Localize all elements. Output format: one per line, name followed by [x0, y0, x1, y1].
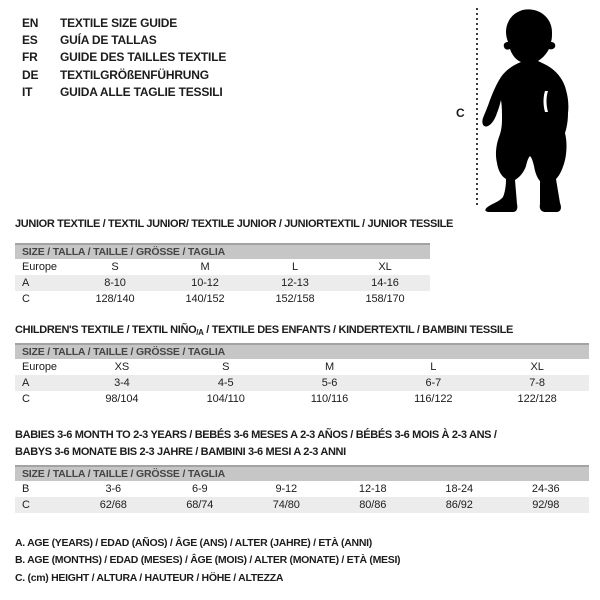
table-cell: 98/104	[105, 393, 139, 405]
language-row: IT GUIDA ALLE TAGLIE TESSILI	[22, 84, 226, 101]
table-cell: 12-18	[358, 483, 387, 495]
table-cell: 92/98	[532, 499, 560, 511]
table-row: C 128/140 140/152 152/158 158/170	[15, 291, 430, 307]
language-row: EN TEXTILE SIZE GUIDE	[22, 14, 226, 31]
table-cell: 128/140	[95, 293, 135, 305]
table-cell: 9-12	[275, 483, 298, 495]
height-measure-label: C	[456, 106, 465, 120]
table-cell: 122/128	[517, 393, 557, 405]
section-title-line: CHILDREN'S TEXTILE / TEXTIL NIÑO/A / TEX…	[15, 322, 513, 341]
language-row: FR GUIDE DES TAILLES TEXTILE	[22, 49, 226, 66]
language-title: TEXTILGRÖßENFÜHRUNG	[60, 67, 209, 82]
section-title-junior: JUNIOR TEXTILE / TEXTIL JUNIOR/ TEXTILE …	[15, 216, 453, 233]
table-cell: 6-7	[425, 377, 442, 389]
table-cell: 6-9	[191, 483, 208, 495]
table-cell: 5-6	[321, 377, 338, 389]
language-code: EN	[22, 15, 39, 30]
footnotes: A. AGE (YEARS) / EDAD (AÑOS) / ÂGE (ANS)…	[15, 537, 401, 589]
footnote-line: C. (cm) HEIGHT / ALTURA / HAUTEUR / HÖHE…	[15, 571, 284, 584]
table-cell: 4-5	[217, 377, 234, 389]
row-label: C	[22, 293, 30, 305]
table-cell: 14-16	[371, 277, 399, 289]
table-cell: XL	[530, 361, 544, 373]
section-title-text: JUNIOR TEXTILE / TEXTIL JUNIOR/ TEXTILE …	[15, 218, 454, 230]
language-row: ES GUÍA DE TALLAS	[22, 31, 226, 48]
size-header-bar: SIZE / TALLA / TAILLE / GRÖSSE / TAGLIA	[15, 343, 589, 359]
table-row: B 3-6 6-9 9-12 12-18 18-24 24-36	[15, 481, 589, 497]
table-cell: L	[430, 361, 437, 373]
size-table-babies: SIZE / TALLA / TAILLE / GRÖSSE / TAGLIA B…	[15, 465, 589, 513]
table-cell: 104/110	[206, 393, 245, 405]
language-code: IT	[22, 85, 33, 100]
table-cell: S	[222, 361, 230, 373]
language-code: FR	[22, 50, 38, 65]
language-list: EN TEXTILE SIZE GUIDE ES GUÍA DE TALLAS FR GU…	[22, 14, 226, 101]
table-cell: 3-6	[105, 483, 122, 495]
language-code: ES	[22, 33, 38, 48]
section-title-text: / TEXTILE DES ENFANTS / KINDERTEXTIL / B…	[203, 324, 513, 336]
table-cell: XL	[378, 261, 392, 273]
table-cell: 86/92	[445, 499, 473, 511]
table-cell: 18-24	[445, 483, 474, 495]
language-title: GUIDA ALLE TAGLIE TESSILI	[60, 85, 223, 100]
table-cell: 116/122	[414, 393, 453, 405]
height-measure-dotted-line	[476, 8, 478, 208]
table-cell: 7-8	[529, 377, 545, 389]
section-title-babies: BABIES 3-6 MONTH TO 2-3 YEARS / BEBÉS 3-…	[15, 427, 497, 461]
section-title-text: /A	[196, 328, 204, 337]
section-title-text: BABYS 3-6 MONATE BIS 2-3 JAHRE / BAMBINI…	[15, 446, 346, 458]
row-label: A	[22, 377, 30, 389]
table-cell: M	[200, 261, 210, 273]
table-cell: 24-36	[531, 483, 560, 495]
row-label: A	[22, 277, 30, 289]
section-title-line: JUNIOR TEXTILE / TEXTIL JUNIOR/ TEXTILE …	[15, 216, 453, 233]
table-row: Europe XS S M L XL	[15, 359, 589, 375]
table-cell: 68/74	[186, 499, 214, 511]
table-row: A 8-10 10-12 12-13 14-16	[15, 275, 430, 291]
row-label: B	[22, 483, 30, 495]
size-table-junior: SIZE / TALLA / TAILLE / GRÖSSE / TAGLIA E…	[15, 243, 430, 307]
language-title: TEXTILE SIZE GUIDE	[60, 15, 178, 30]
section-title-children: CHILDREN'S TEXTILE / TEXTIL NIÑO/A / TEX…	[15, 322, 513, 341]
table-cell: 12-13	[281, 277, 309, 289]
table-cell: 152/158	[275, 293, 315, 305]
baby-silhouette-icon	[482, 9, 569, 212]
footnote-line: B. AGE (MONTHS) / EDAD (MESES) / ÂGE (MO…	[15, 554, 401, 567]
row-label: C	[22, 393, 30, 405]
language-code: DE	[22, 67, 39, 82]
size-header-bar: SIZE / TALLA / TAILLE / GRÖSSE / TAGLIA	[15, 465, 589, 481]
language-title: GUIDE DES TAILLES TEXTILE	[60, 50, 227, 65]
table-row: C 98/104 104/110 110/116 116/122 122/128	[15, 391, 589, 407]
table-row: C 62/68 68/74 74/80 80/86 86/92 92/98	[15, 497, 589, 513]
size-header-bar: SIZE / TALLA / TAILLE / GRÖSSE / TAGLIA	[15, 243, 430, 259]
footnote-line: A. AGE (YEARS) / EDAD (AÑOS) / ÂGE (ANS)…	[15, 537, 372, 549]
table-cell: 74/80	[272, 499, 300, 511]
table-cell: 3-4	[114, 377, 130, 389]
table-cell: 10-12	[191, 277, 219, 289]
table-cell: 110/116	[310, 393, 349, 405]
section-title-text: BABIES 3-6 MONTH TO 2-3 YEARS / BEBÉS 3-…	[15, 429, 497, 441]
row-label: Europe	[22, 261, 57, 273]
table-cell: L	[291, 261, 299, 273]
size-table-children: SIZE / TALLA / TAILLE / GRÖSSE / TAGLIA E…	[15, 343, 589, 407]
row-label: C	[22, 499, 30, 511]
table-cell: 8-10	[104, 277, 126, 289]
section-title-line: BABIES 3-6 MONTH TO 2-3 YEARS / BEBÉS 3-…	[15, 427, 497, 444]
table-cell: S	[111, 261, 119, 273]
row-label: Europe	[22, 361, 57, 373]
table-cell: 140/152	[185, 293, 225, 305]
language-title: GUÍA DE TALLAS	[60, 33, 157, 48]
table-cell: 158/170	[365, 293, 405, 305]
section-title-text: CHILDREN'S TEXTILE / TEXTIL NIÑO	[15, 324, 197, 336]
table-cell: M	[324, 361, 335, 373]
language-row: DE TEXTILGRÖßENFÜHRUNG	[22, 66, 226, 83]
table-row: A 3-4 4-5 5-6 6-7 7-8	[15, 375, 589, 391]
table-cell: 80/86	[359, 499, 387, 511]
section-title-line: BABYS 3-6 MONATE BIS 2-3 JAHRE / BAMBINI…	[15, 444, 497, 461]
table-row: Europe S M L XL	[15, 259, 430, 275]
table-cell: 62/68	[99, 499, 127, 511]
table-cell: XS	[114, 361, 130, 373]
